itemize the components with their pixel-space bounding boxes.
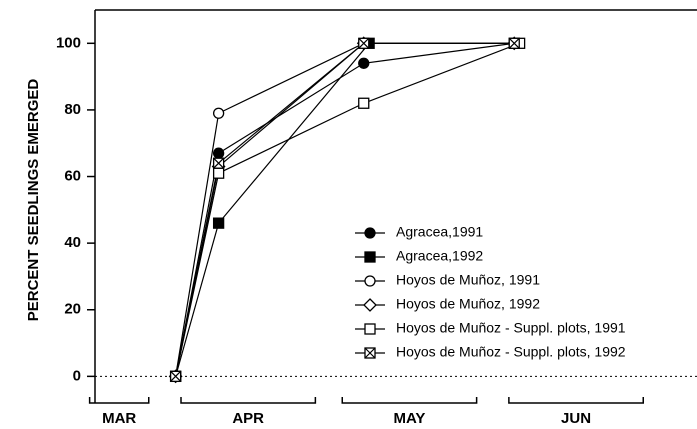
month-label: APR <box>232 410 264 427</box>
y-tick-label: 100 <box>56 34 81 51</box>
month-label: MAR <box>102 410 136 427</box>
data-point <box>212 107 225 119</box>
legend-marker <box>364 275 376 287</box>
data-point <box>212 217 225 229</box>
legend-label: Hoyos de Muñoz - Suppl. plots, 1992 <box>396 344 626 360</box>
series-line <box>175 42 520 377</box>
y-tick-label: 60 <box>64 167 81 184</box>
month-bracket <box>508 397 644 404</box>
legend-label: Hoyos de Muñoz - Suppl. plots, 1991 <box>396 320 626 336</box>
data-point <box>358 57 370 69</box>
legend-marker <box>364 323 376 335</box>
data-point-cross <box>508 37 520 49</box>
y-tick-label: 80 <box>64 101 81 118</box>
legend-marker <box>364 251 376 263</box>
data-point-cross <box>358 37 370 49</box>
legend-label: Agracea,1992 <box>396 248 483 264</box>
month-bracket <box>88 397 150 404</box>
month-label: MAY <box>393 410 425 427</box>
y-tick-label: 40 <box>64 234 81 251</box>
legend-marker <box>363 298 377 312</box>
month-bracket <box>180 397 317 404</box>
data-point <box>212 147 225 159</box>
month-bracket <box>341 397 478 404</box>
y-axis-label: PERCENT SEEDLINGS EMERGED <box>25 79 42 322</box>
data-point-cross <box>213 157 225 169</box>
data-point-cross <box>170 370 182 382</box>
series-line <box>175 42 515 377</box>
legend-marker <box>364 227 376 239</box>
data-point <box>212 167 225 179</box>
series-line <box>175 42 515 377</box>
legend-label: Hoyos de Muñoz, 1991 <box>396 272 540 288</box>
legend-label: Agracea,1991 <box>396 224 483 240</box>
legend-label: Hoyos de Muñoz, 1992 <box>396 296 540 312</box>
y-tick-label: 0 <box>73 367 81 384</box>
legend-marker-cross <box>364 347 376 359</box>
month-label: JUN <box>561 410 591 427</box>
data-point <box>358 97 370 109</box>
y-tick-label: 20 <box>64 301 81 318</box>
